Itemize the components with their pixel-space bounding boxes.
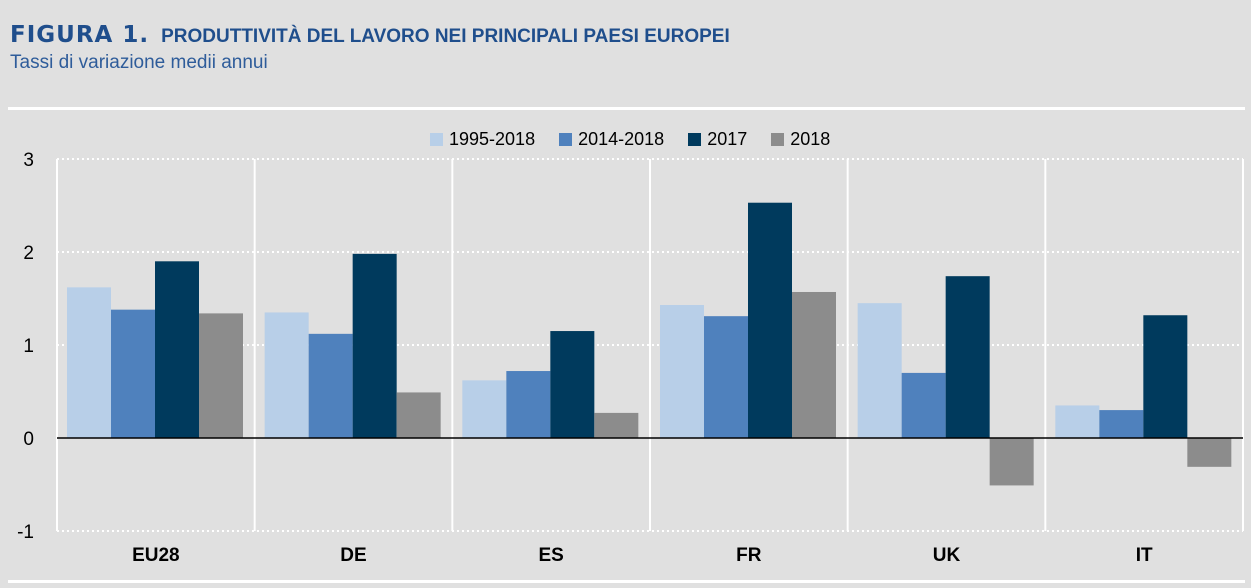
bar bbox=[748, 202, 792, 438]
legend-swatch bbox=[430, 133, 443, 146]
bar bbox=[111, 309, 155, 438]
x-tick-label: IT bbox=[1136, 545, 1153, 566]
bar bbox=[506, 371, 551, 438]
legend-label: 2014-2018 bbox=[578, 129, 665, 149]
bar bbox=[660, 305, 704, 438]
top-divider bbox=[8, 107, 1245, 110]
bar bbox=[1187, 438, 1232, 467]
y-tick-label: 1 bbox=[23, 336, 34, 357]
bar bbox=[1143, 315, 1188, 438]
legend-label: 2018 bbox=[790, 129, 831, 149]
bottom-divider bbox=[8, 580, 1245, 583]
bar bbox=[594, 412, 639, 438]
legend-item-2018: 2018 bbox=[771, 129, 830, 150]
legend-swatch bbox=[771, 133, 785, 146]
legend-item-2014-2018: 2014-2018 bbox=[559, 129, 664, 150]
bar bbox=[792, 291, 836, 438]
bar bbox=[550, 331, 595, 438]
chart-header: FIGURA 1. PRODUTTIVITÀ DEL LAVORO NEI PR… bbox=[10, 22, 730, 74]
bar bbox=[462, 380, 507, 438]
bar bbox=[155, 261, 199, 438]
chart-title: PRODUTTIVITÀ DEL LAVORO NEI PRINCIPALI P… bbox=[161, 26, 730, 47]
bar bbox=[264, 312, 309, 438]
x-tick-label: DE bbox=[340, 545, 366, 566]
legend-item-1995-2018: 1995-2018 bbox=[430, 129, 535, 150]
bar bbox=[945, 276, 990, 438]
legend-swatch bbox=[688, 133, 702, 146]
x-tick-label: UK bbox=[933, 545, 961, 566]
legend-item-2017: 2017 bbox=[688, 129, 747, 150]
bar bbox=[352, 253, 397, 438]
x-tick-label: FR bbox=[736, 545, 762, 566]
x-tick-label: ES bbox=[538, 545, 563, 566]
chart-subtitle: Tassi di variazione medii annui bbox=[10, 52, 268, 73]
bar bbox=[704, 316, 748, 438]
y-tick-label: -1 bbox=[17, 522, 34, 543]
bar bbox=[857, 303, 902, 438]
y-tick-label: 3 bbox=[23, 150, 34, 171]
y-tick-label: 2 bbox=[23, 243, 34, 264]
bar bbox=[1055, 405, 1100, 438]
bar bbox=[989, 438, 1034, 486]
x-tick-label: EU28 bbox=[132, 545, 180, 566]
bar bbox=[396, 392, 441, 438]
figure-label: FIGURA 1. bbox=[10, 22, 150, 48]
y-tick-label: 0 bbox=[23, 429, 34, 450]
title-row: FIGURA 1. PRODUTTIVITÀ DEL LAVORO NEI PR… bbox=[10, 22, 730, 48]
bar bbox=[308, 333, 353, 438]
bar bbox=[1099, 410, 1144, 438]
bar bbox=[901, 372, 946, 438]
legend: 1995-2018 2014-2018 2017 2018 bbox=[430, 129, 854, 150]
bar bbox=[67, 287, 111, 438]
legend-label: 2017 bbox=[707, 129, 748, 149]
bar bbox=[199, 313, 243, 438]
legend-swatch bbox=[559, 133, 573, 146]
legend-label: 1995-2018 bbox=[449, 129, 536, 149]
